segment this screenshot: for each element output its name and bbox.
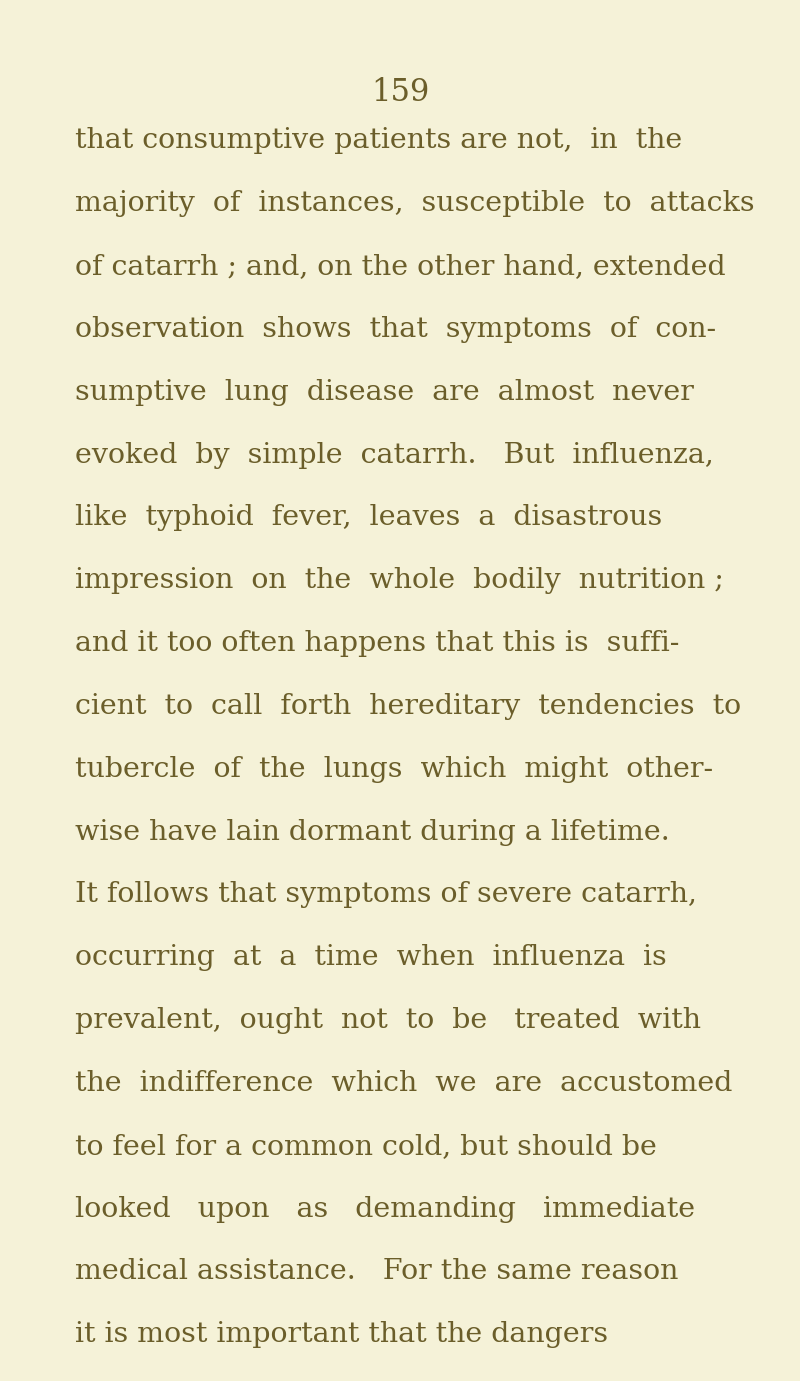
Text: impression  on  the  whole  bodily  nutrition ;: impression on the whole bodily nutrition… [75, 568, 724, 594]
Text: observation  shows  that  symptoms  of  con-: observation shows that symptoms of con- [75, 316, 716, 342]
Text: the  indifference  which  we  are  accustomed: the indifference which we are accustomed [75, 1070, 733, 1097]
Text: prevalent,  ought  not  to  be   treated  with: prevalent, ought not to be treated with [75, 1007, 701, 1034]
Text: sumptive  lung  disease  are  almost  never: sumptive lung disease are almost never [75, 378, 694, 406]
Text: evoked  by  simple  catarrh.   But  influenza,: evoked by simple catarrh. But influenza, [75, 442, 714, 468]
Text: looked   upon   as   demanding   immediate: looked upon as demanding immediate [75, 1196, 695, 1222]
Text: it is most important that the dangers: it is most important that the dangers [75, 1322, 608, 1348]
Text: occurring  at  a  time  when  influenza  is: occurring at a time when influenza is [75, 945, 667, 971]
Text: majority  of  instances,  susceptible  to  attacks: majority of instances, susceptible to at… [75, 191, 755, 217]
Text: It follows that symptoms of severe catarrh,: It follows that symptoms of severe catar… [75, 881, 697, 909]
Text: that consumptive patients are not,  in  the: that consumptive patients are not, in th… [75, 127, 682, 155]
Text: to feel for a common cold, but should be: to feel for a common cold, but should be [75, 1132, 657, 1160]
Text: medical assistance.   For the same reason: medical assistance. For the same reason [75, 1258, 678, 1286]
Text: 159: 159 [371, 77, 429, 108]
Text: of catarrh ; and, on the other hand, extended: of catarrh ; and, on the other hand, ext… [75, 253, 726, 280]
Text: and it too often happens that this is  suffi-: and it too often happens that this is su… [75, 630, 679, 657]
Text: wise have lain dormant during a lifetime.: wise have lain dormant during a lifetime… [75, 819, 670, 845]
Text: cient  to  call  forth  hereditary  tendencies  to: cient to call forth hereditary tendencie… [75, 693, 742, 720]
Text: tubercle  of  the  lungs  which  might  other-: tubercle of the lungs which might other- [75, 755, 714, 783]
Text: like  typhoid  fever,  leaves  a  disastrous: like typhoid fever, leaves a disastrous [75, 504, 662, 532]
